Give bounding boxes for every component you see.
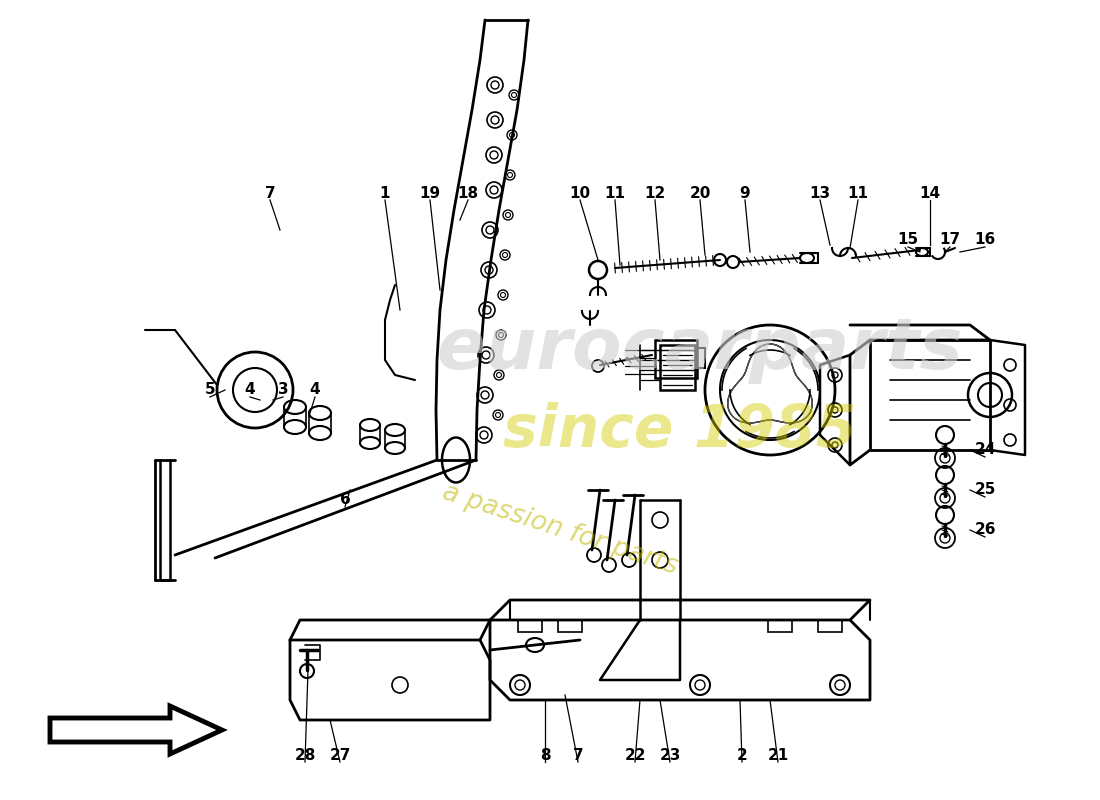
Bar: [818, 620, 842, 632]
Text: 9: 9: [739, 186, 750, 201]
Text: 13: 13: [810, 186, 830, 201]
Text: 10: 10: [570, 186, 591, 201]
Text: since 1985: since 1985: [504, 402, 857, 458]
Text: 24: 24: [975, 442, 996, 458]
Text: 7: 7: [573, 747, 583, 762]
Text: 5: 5: [205, 382, 216, 398]
Text: 8: 8: [540, 747, 550, 762]
Text: 11: 11: [605, 186, 626, 201]
Text: 2: 2: [737, 747, 747, 762]
Text: 4: 4: [244, 382, 255, 398]
Text: 6: 6: [340, 493, 351, 507]
Text: 7: 7: [265, 186, 275, 201]
Bar: [697, 348, 705, 368]
Text: eurocarparts: eurocarparts: [437, 315, 964, 385]
Text: 19: 19: [419, 186, 441, 201]
Text: 12: 12: [645, 186, 665, 201]
Text: 25: 25: [975, 482, 996, 498]
Text: a passion for parts: a passion for parts: [439, 480, 681, 580]
Text: 11: 11: [847, 186, 869, 201]
Text: 15: 15: [898, 233, 918, 247]
Text: 23: 23: [659, 747, 681, 762]
Text: 3: 3: [277, 382, 288, 398]
Bar: [518, 620, 542, 632]
Polygon shape: [50, 706, 222, 754]
Bar: [768, 620, 792, 632]
Text: 4: 4: [310, 382, 320, 398]
Text: 21: 21: [768, 747, 789, 762]
Text: 28: 28: [295, 747, 316, 762]
Bar: [558, 620, 582, 632]
Text: 16: 16: [975, 233, 996, 247]
Bar: [654, 340, 697, 378]
Text: 22: 22: [625, 747, 646, 762]
Text: 26: 26: [975, 522, 996, 538]
Text: 20: 20: [690, 186, 711, 201]
Text: 27: 27: [329, 747, 351, 762]
Bar: [660, 345, 695, 390]
Text: 1: 1: [379, 186, 390, 201]
Text: 17: 17: [939, 233, 960, 247]
Text: 14: 14: [920, 186, 940, 201]
Text: 18: 18: [458, 186, 478, 201]
